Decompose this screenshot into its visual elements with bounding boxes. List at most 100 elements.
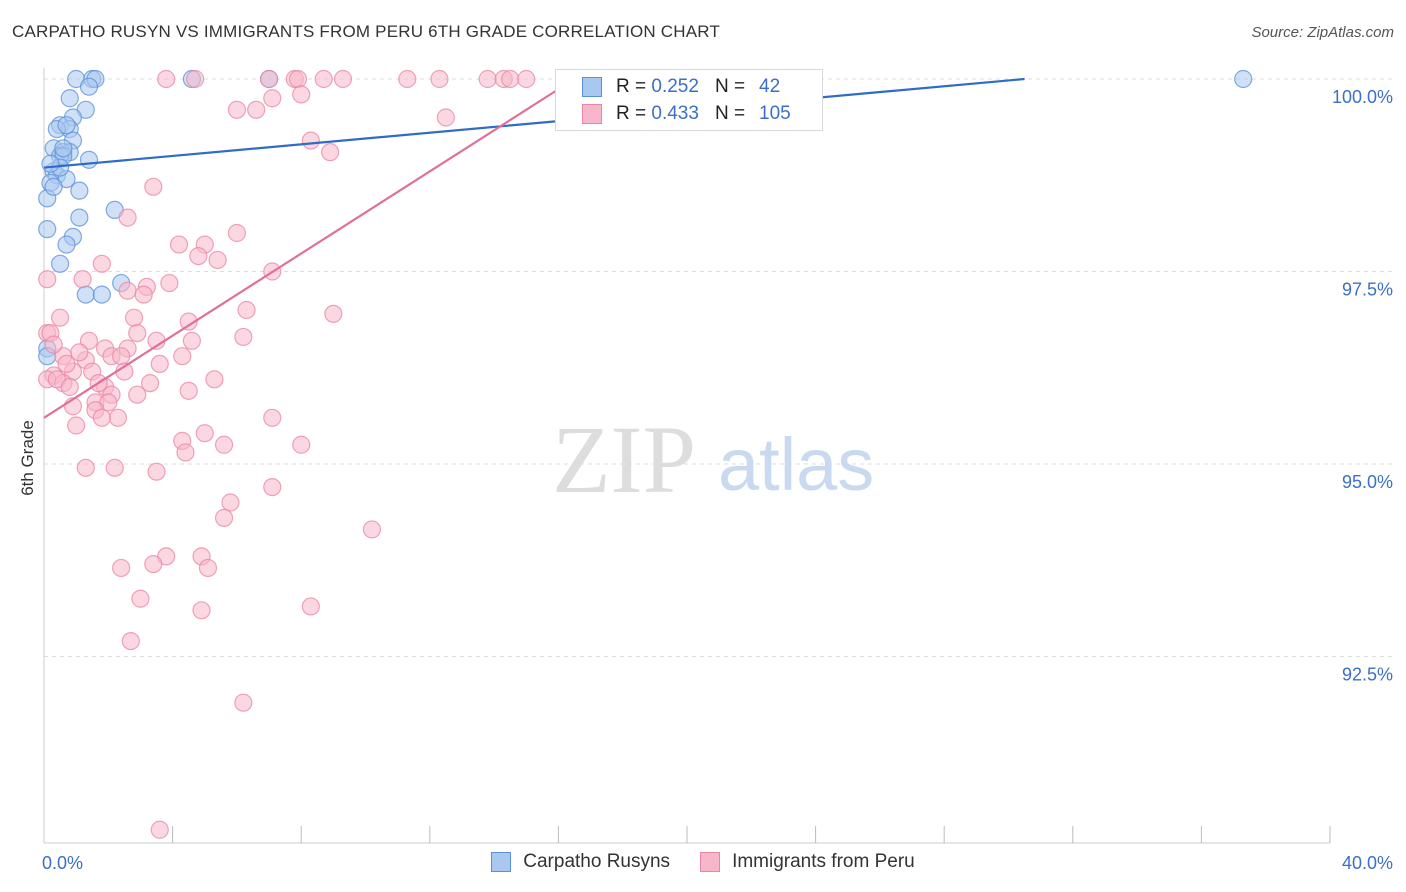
y-axis-label: 6th Grade xyxy=(18,420,37,496)
data-point xyxy=(70,343,89,362)
data-point xyxy=(131,589,150,608)
data-point xyxy=(57,354,76,373)
data-point xyxy=(144,177,163,196)
grid-layer xyxy=(44,78,1395,657)
legend-r-label: R = xyxy=(616,76,647,97)
data-point xyxy=(118,208,137,227)
y-tick-label: 92.5% xyxy=(1342,665,1393,685)
legend-item-immigrants-from-peru[interactable]: Immigrants from Peru xyxy=(700,851,915,873)
data-point xyxy=(182,331,201,350)
data-point xyxy=(121,631,140,651)
watermark: ZIP atlas xyxy=(552,406,874,513)
data-point xyxy=(517,69,536,89)
data-point xyxy=(118,281,137,300)
chart-title: CARPATHO RUSYN VS IMMIGRANTS FROM PERU 6… xyxy=(12,22,721,41)
data-point xyxy=(173,347,192,366)
data-point xyxy=(333,69,353,89)
data-point xyxy=(263,478,282,497)
legend-swatch-blue xyxy=(582,77,602,97)
trend-line-pink xyxy=(43,78,576,419)
data-point xyxy=(198,558,218,578)
data-point xyxy=(214,508,234,528)
watermark-zip: ZIP xyxy=(552,406,696,513)
legend-item-label: Immigrants from Peru xyxy=(732,851,915,872)
data-point xyxy=(263,408,282,427)
legend-r-label: R = xyxy=(616,103,647,124)
data-point xyxy=(1234,69,1253,89)
data-point xyxy=(38,270,57,289)
legend-n-value: 105 xyxy=(759,103,791,124)
data-point xyxy=(67,416,86,435)
points-layer xyxy=(38,69,1253,839)
y-tick-label: 97.5% xyxy=(1342,280,1393,300)
data-point xyxy=(227,100,246,119)
data-point xyxy=(70,208,89,227)
data-point xyxy=(234,693,253,712)
label-layer: 100.0% 97.5% 95.0% 92.5% 0.0% 40.0% xyxy=(42,87,1393,873)
data-point xyxy=(38,220,57,239)
legend-r-value: 0.433 xyxy=(651,103,699,124)
data-point xyxy=(176,443,195,462)
data-point xyxy=(195,424,214,443)
legend-r-value: 0.252 xyxy=(651,76,699,97)
data-point xyxy=(179,381,198,400)
data-point xyxy=(41,154,60,173)
data-point xyxy=(288,69,308,89)
data-point xyxy=(501,69,520,89)
legend-n-label: N = xyxy=(714,76,746,97)
data-point xyxy=(92,254,111,273)
data-point xyxy=(214,435,234,454)
data-point xyxy=(112,558,131,578)
data-point xyxy=(227,223,246,243)
data-point xyxy=(92,285,111,304)
legend-row-carpatho: R = 0.252 N = 42 xyxy=(556,74,780,100)
data-point xyxy=(263,89,282,108)
series-pink xyxy=(38,69,584,839)
data-point xyxy=(362,520,382,539)
legend-swatch-blue xyxy=(491,852,512,872)
x-tick-label: 0.0% xyxy=(42,853,83,873)
data-point xyxy=(76,285,95,304)
data-point xyxy=(60,377,79,397)
data-point xyxy=(79,150,99,169)
data-point xyxy=(50,308,70,327)
data-point xyxy=(54,139,73,158)
data-point xyxy=(79,77,99,96)
data-point xyxy=(44,335,63,354)
data-point xyxy=(221,493,240,512)
data-point xyxy=(189,247,208,266)
watermark-atlas: atlas xyxy=(718,423,874,506)
data-point xyxy=(292,435,311,454)
data-point xyxy=(73,270,92,289)
y-tick-label: 95.0% xyxy=(1342,472,1393,492)
y-tick-label: 100.0% xyxy=(1332,87,1393,107)
data-point xyxy=(50,254,70,273)
data-point xyxy=(147,462,166,481)
trend-layer xyxy=(43,77,1025,419)
legend-n-label: N = xyxy=(714,103,746,124)
legend-row-peru: R = 0.433 N = 105 xyxy=(556,101,791,127)
legend-item-label: Carpatho Rusyns xyxy=(523,851,671,872)
data-point xyxy=(301,597,320,616)
stats-legend: R = 0.252 N = 42 R = 0.433 N = 105 xyxy=(555,69,823,131)
legend-swatch-pink xyxy=(700,852,721,872)
data-point xyxy=(436,108,455,127)
data-point xyxy=(124,308,144,327)
trend-line-blue xyxy=(43,77,1025,169)
legend-swatch-pink xyxy=(582,104,602,124)
data-point xyxy=(150,820,169,839)
data-point xyxy=(430,69,449,89)
data-point xyxy=(259,69,279,89)
data-point xyxy=(128,385,147,404)
data-point xyxy=(169,235,189,254)
data-point xyxy=(192,601,211,620)
data-point xyxy=(398,69,417,89)
data-point xyxy=(301,131,320,150)
data-point xyxy=(144,554,163,574)
data-point xyxy=(237,300,256,320)
legend-item-carpatho-rusyns[interactable]: Carpatho Rusyns xyxy=(491,851,670,873)
data-point xyxy=(292,85,311,104)
series-legend: Carpatho Rusyns Immigrants from Peru xyxy=(0,851,1406,873)
data-point xyxy=(478,69,497,89)
